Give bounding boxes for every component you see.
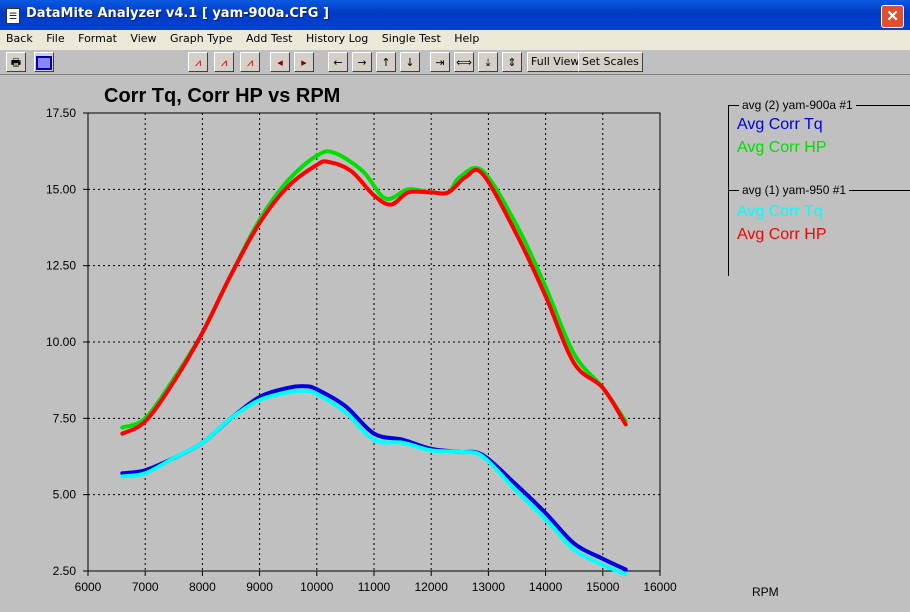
legend-item: Avg Corr HP <box>737 139 827 156</box>
legend-item: Avg Corr Tq <box>737 203 823 220</box>
y-tick-label: 2.50 <box>53 564 77 578</box>
legend-test-1: avg (2) yam-900a #1 Avg Corr Tq Avg Corr… <box>728 98 910 191</box>
graph-type-2-button[interactable]: ⩘ <box>214 52 234 72</box>
chart-grid <box>88 113 660 571</box>
series-line-4 <box>120 159 628 436</box>
x-tick-label: 9000 <box>246 580 273 594</box>
x-tick-label: 12000 <box>415 580 449 594</box>
x-tick-label: 15000 <box>586 580 620 594</box>
toolbar: 🖶 ⩘ ⩘ ⩘ ◂ ▸ ← → ↑ ↓ ⇥ ⟺ ⤓ ⇕ Full View Se… <box>0 50 910 75</box>
menu-back[interactable]: Back <box>6 32 33 45</box>
menu-help[interactable]: Help <box>454 32 480 45</box>
scroll-left-button[interactable]: ← <box>328 52 348 72</box>
full-view-button[interactable]: Full View <box>527 52 584 72</box>
screen-button[interactable] <box>34 52 54 72</box>
next-test-button[interactable]: ▸ <box>294 52 314 72</box>
menu-single-test[interactable]: Single Test <box>381 32 441 45</box>
x-tick-label: 16000 <box>643 580 677 594</box>
graph-icon: ⩘ <box>220 56 228 69</box>
graph-type-3-button[interactable]: ⩘ <box>240 52 260 72</box>
plot-area: Corr Tq, Corr HP vs RPM 6000 7000 8000 9000… <box>0 75 910 612</box>
x-tick-label: 11000 <box>358 580 391 594</box>
menu-bar: Back File Format View Graph Type Add Tes… <box>0 30 910 50</box>
y-tick-label: 10.00 <box>46 335 76 349</box>
expand-vertical-icon: ⇕ <box>507 56 517 69</box>
title-bar: ☰ DataMite Analyzer v4.1 [ yam-900a.CFG … <box>0 0 910 31</box>
app-icon: ☰ <box>6 8 20 24</box>
legend-item: Avg Corr Tq <box>737 116 823 133</box>
graph-type-1-button[interactable]: ⩘ <box>188 52 208 72</box>
monitor-icon <box>36 56 52 70</box>
series-lines <box>120 149 628 577</box>
x-tick-label: 7000 <box>132 580 159 594</box>
set-scales-button[interactable]: Set Scales <box>578 52 643 72</box>
x-tick-label: 14000 <box>529 580 563 594</box>
arrow-left-icon: ◂ <box>277 56 283 69</box>
arrow-down-icon: ↓ <box>405 56 415 69</box>
menu-graph-type[interactable]: Graph Type <box>170 32 233 45</box>
zoom-in-x-button[interactable]: ⇥ <box>430 52 450 72</box>
chart: Corr Tq, Corr HP vs RPM 6000 7000 8000 9000… <box>46 85 677 594</box>
arrow-right-icon: ▸ <box>301 56 307 69</box>
close-button[interactable]: ✕ <box>881 5 904 28</box>
y-tick-label: 15.00 <box>46 182 76 196</box>
compress-horizontal-icon: ⇥ <box>435 56 445 69</box>
legend-item: Avg Corr HP <box>737 226 827 243</box>
chart-title: Corr Tq, Corr HP vs RPM <box>104 85 340 107</box>
x-tick-label: 13000 <box>472 580 506 594</box>
arrow-right-icon: → <box>357 56 367 69</box>
menu-format[interactable]: Format <box>78 32 117 45</box>
compress-vertical-icon: ⤓ <box>485 56 491 69</box>
y-tick-label: 5.00 <box>53 488 77 502</box>
window-title: DataMite Analyzer v4.1 [ yam-900a.CFG ] <box>26 6 329 21</box>
arrow-left-icon: ← <box>333 56 343 69</box>
x-tick-label: 6000 <box>75 580 102 594</box>
y-tick-label: 7.50 <box>53 411 77 425</box>
graph-icon: ⩘ <box>194 56 202 69</box>
prev-test-button[interactable]: ◂ <box>270 52 290 72</box>
series-line-3 <box>120 388 628 577</box>
menu-view[interactable]: View <box>130 32 157 45</box>
scroll-up-button[interactable]: ↑ <box>376 52 396 72</box>
x-tick-label: 8000 <box>189 580 216 594</box>
menu-add-test[interactable]: Add Test <box>246 32 293 45</box>
printer-icon: 🖶 <box>10 56 22 69</box>
graph-icon: ⩘ <box>246 56 254 69</box>
zoom-in-y-button[interactable]: ⤓ <box>478 52 498 72</box>
expand-horizontal-icon: ⟺ <box>456 56 472 69</box>
x-tick-label: 10000 <box>300 580 334 594</box>
x-axis-label-text: RPM <box>752 585 779 599</box>
legend-header: avg (2) yam-900a #1 <box>739 98 856 112</box>
print-button[interactable]: 🖶 <box>6 52 26 72</box>
scroll-down-button[interactable]: ↓ <box>400 52 420 72</box>
legend-test-2: avg (1) yam-950 #1 Avg Corr Tq Avg Corr … <box>728 183 910 276</box>
y-tick-label: 12.50 <box>46 259 76 273</box>
zoom-out-y-button[interactable]: ⇕ <box>502 52 522 72</box>
zoom-out-x-button[interactable]: ⟺ <box>454 52 474 72</box>
legend-header: avg (1) yam-950 #1 <box>739 183 850 197</box>
axis-ticks: 6000 7000 8000 9000 10000 11000 12000 13000 1400… <box>46 106 677 594</box>
y-tick-label: 17.50 <box>46 106 76 120</box>
scroll-right-button[interactable]: → <box>352 52 372 72</box>
arrow-up-icon: ↑ <box>381 56 391 69</box>
menu-history-log[interactable]: History Log <box>306 32 369 45</box>
menu-file[interactable]: File <box>46 32 65 45</box>
